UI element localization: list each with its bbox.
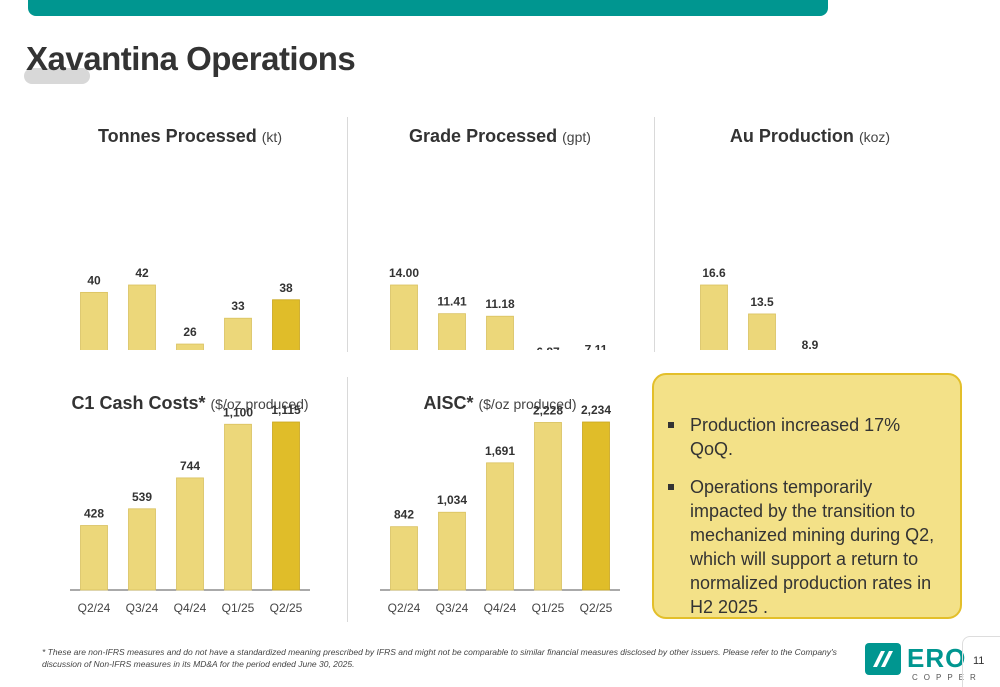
chart-title: Tonnes Processed (kt) — [98, 126, 282, 146]
column-divider — [654, 117, 655, 352]
bar — [486, 462, 514, 591]
bar — [224, 317, 252, 350]
data-label: 539 — [132, 490, 152, 504]
data-label: 428 — [84, 507, 104, 521]
bar — [438, 313, 466, 350]
data-label: 842 — [394, 508, 414, 522]
bar — [80, 525, 108, 591]
chart-tonnes-processed: Tonnes Processed (kt) 40Q2/2442Q3/2426Q4… — [60, 120, 320, 350]
chart-title: Au Production (koz) — [729, 126, 891, 146]
bar — [534, 422, 562, 591]
data-label: 1,691 — [485, 444, 515, 458]
data-label: 13.5 — [750, 295, 774, 309]
bar — [272, 421, 300, 591]
page-number-box — [962, 636, 1000, 687]
x-tick-label: Q4/24 — [174, 601, 207, 615]
chart-grade-processed: Grade Processed (gpt) 14.00Q2/2411.41Q3/… — [370, 120, 630, 350]
chart-title: Grade Processed (gpt) — [409, 126, 591, 146]
logo-wordmark: ERO — [907, 643, 967, 673]
data-label: 744 — [180, 459, 200, 473]
data-label: 1,115 — [271, 403, 301, 417]
bar — [390, 526, 418, 591]
chart-aisc: AISC* ($/oz produced) 842 Q2/24 1,034 Q3/24… — [370, 260, 630, 625]
data-label: 38 — [279, 281, 293, 295]
chart-title: C1 Cash Costs* ($/oz produced) — [71, 393, 309, 413]
bar-chart-svg: 14.00Q2/2411.41Q3/2411.18Q4/246.87Q1/257… — [389, 266, 608, 350]
data-label: 16.6 — [702, 266, 726, 280]
top-accent-bar — [28, 0, 828, 16]
bar — [80, 291, 108, 350]
bar-chart-svg: 428 Q2/24 539 Q3/24 744 Q4/24 1,100 Q1/25 1,115 Q… — [70, 403, 310, 615]
data-label: 40 — [87, 273, 101, 287]
data-label: 33 — [231, 299, 245, 313]
logo-subtitle: COPPER — [912, 673, 982, 682]
callout-bullet: Operations temporarily impacted by the t… — [668, 475, 942, 619]
page-number: 11 — [973, 655, 985, 667]
x-tick-label: Q3/24 — [436, 601, 469, 615]
x-tick-label: Q4/24 — [484, 601, 517, 615]
bar — [224, 423, 252, 591]
x-tick-label: Q2/24 — [78, 601, 111, 615]
data-label: 1,100 — [223, 405, 253, 419]
column-divider — [347, 377, 348, 622]
bar-chart-svg: 842 Q2/24 1,034 Q3/24 1,691 Q4/24 2,228 Q1/25 2,… — [380, 403, 620, 615]
highlights-callout: Production increased 17% QoQ. Operations… — [652, 373, 962, 619]
data-label: 11.18 — [485, 297, 515, 311]
x-tick-label: Q1/25 — [532, 601, 565, 615]
data-label: 7.7 — [898, 349, 915, 350]
bar — [176, 477, 204, 591]
title-decoration — [24, 68, 90, 84]
chart-title: AISC* ($/oz produced) — [423, 393, 577, 413]
data-label: 42 — [135, 266, 149, 280]
data-label: 26 — [183, 325, 197, 339]
bullet-square-icon — [668, 484, 674, 490]
bar — [128, 508, 156, 591]
data-label: 7.11 — [585, 342, 608, 350]
x-tick-label: Q1/25 — [222, 601, 255, 615]
bar — [486, 315, 514, 350]
data-label: 2,234 — [581, 403, 611, 417]
bar-chart-svg: 16.6Q2/2413.5Q3/248.9Q4/246.6Q1/257.7Q2/… — [700, 266, 915, 350]
x-tick-label: Q2/25 — [580, 601, 613, 615]
data-label: 2,228 — [533, 403, 563, 417]
data-label: 1,034 — [437, 493, 467, 507]
bar — [176, 343, 204, 350]
x-tick-label: Q2/24 — [388, 601, 421, 615]
data-label: 11.41 — [437, 295, 467, 309]
page-title: Xavantina Operations — [26, 40, 356, 77]
column-divider — [347, 117, 348, 352]
bullet-square-icon — [668, 422, 674, 428]
data-label: 8.9 — [802, 338, 819, 350]
bar — [390, 284, 418, 350]
bar — [748, 313, 776, 350]
x-tick-label: Q3/24 — [126, 601, 159, 615]
bar — [582, 421, 610, 591]
data-label: 6.87 — [536, 345, 560, 350]
bar — [438, 511, 466, 591]
data-label: 14.00 — [389, 266, 419, 280]
bar — [128, 284, 156, 350]
footnote: * These are non-IFRS measures and do not… — [42, 647, 837, 669]
x-tick-label: Q2/25 — [270, 601, 303, 615]
bar — [700, 284, 728, 350]
ero-logo-icon — [865, 643, 901, 675]
bar-chart-svg: 40Q2/2442Q3/2426Q4/2433Q1/2538Q2/25 — [80, 266, 300, 350]
callout-bullet: Production increased 17% QoQ. — [668, 413, 942, 461]
bar — [272, 299, 300, 350]
chart-au-production: Au Production (koz) 16.6Q2/2413.5Q3/248.… — [680, 120, 940, 350]
chart-c1-cash-costs: C1 Cash Costs* ($/oz produced) 428 Q2/24 5… — [60, 260, 320, 625]
